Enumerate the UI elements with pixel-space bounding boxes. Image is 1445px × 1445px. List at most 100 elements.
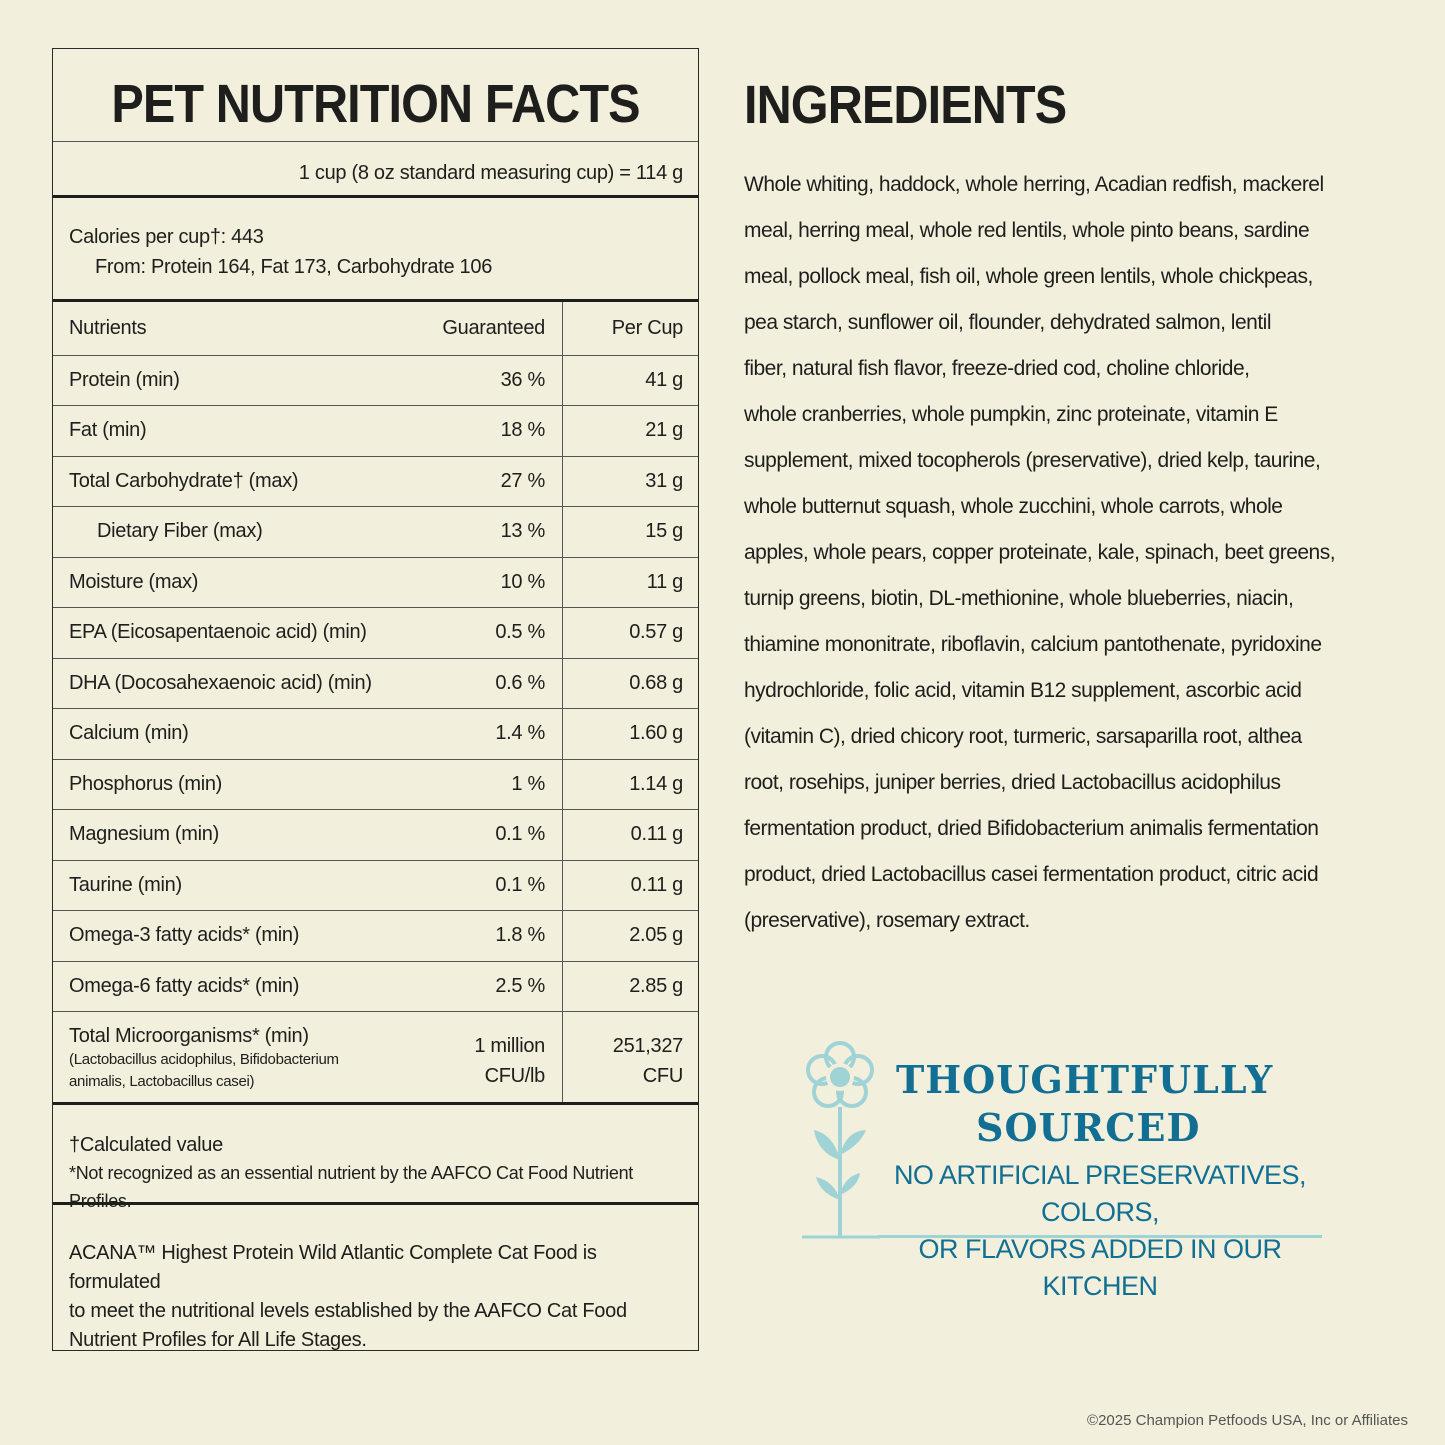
table-row: Taurine (min) 0.1 % 0.11 g (53, 860, 698, 911)
per-cup-value: 15 g (645, 520, 683, 542)
nutrient-name: Omega-3 fatty acids* (min) (69, 924, 300, 946)
aafco-statement: ACANA™ Highest Protein Wild Atlantic Com… (53, 1205, 698, 1355)
micro-sub: (Lactobacillus acidophilus, Bifidobacter… (69, 1051, 339, 1068)
guaranteed-value: 0.1 % (495, 873, 545, 896)
nutrient-name: Magnesium (min) (69, 823, 219, 845)
nutrient-name: Moisture (max) (69, 570, 199, 593)
footnote-calculated: †Calculated value (69, 1134, 223, 1156)
copyright: ©2025 Champion Petfoods USA, Inc or Affi… (1087, 1412, 1408, 1429)
guaranteed-value: 2.5 % (495, 974, 545, 997)
guaranteed-value: 18 % (500, 419, 546, 441)
statement-line: to meet the nutritional levels establish… (69, 1300, 627, 1322)
ingredients-line: (vitamin C), dried chicory root, turmeri… (744, 725, 1302, 748)
per-cup-value: 21 g (645, 419, 683, 441)
ingredients-title: INGREDIENTS (744, 75, 1067, 135)
per-cup-value: 41 g (645, 368, 683, 391)
nutrient-name: Nutrients (69, 317, 147, 339)
ingredients-line: fiber, natural fish flavor, freeze-dried… (744, 357, 1250, 380)
per-cup-value: 0.68 g (629, 671, 683, 694)
calories-per-cup: Calories per cup†: 443 (69, 226, 264, 248)
per-cup-value: 2.85 g (629, 974, 683, 997)
nutrient-name: EPA (Eicosapentaenoic acid) (min) (69, 621, 367, 643)
ingredients-line: whole butternut squash, whole zucchini, … (744, 495, 1283, 518)
table-row: Omega-6 fatty acids* (min) 2.5 % 2.85 g (53, 961, 698, 1012)
nutrient-name: Protein (min) (69, 368, 180, 391)
footnotes: †Calculated value *Not recognized as an … (53, 1105, 698, 1211)
per-cup-value: 0.11 g (630, 873, 684, 896)
guaranteed-value: 1.4 % (495, 722, 545, 744)
per-cup-value: Per Cup (611, 317, 684, 339)
nutrition-title: PET NUTRITION FACTS (53, 49, 698, 142)
per-cup-value: 1.60 g (629, 722, 683, 744)
per-cup-value: 31 g (645, 469, 683, 492)
nutrient-name: Phosphorus (min) (69, 772, 223, 795)
statement-line: ACANA™ Highest Protein Wild Atlantic Com… (69, 1242, 597, 1293)
guaranteed-value: 0.6 % (495, 671, 545, 694)
nutrient-name: Fat (min) (69, 419, 147, 441)
ingredients-line: whole cranberries, whole pumpkin, zinc p… (744, 403, 1278, 426)
nutrient-table: Nutrients Guaranteed Per Cup Protein (min) 3… (53, 302, 698, 1105)
table-row: Calcium (min) 1.4 % 1.60 g (53, 708, 698, 760)
per-cup-value: 0.11 g (630, 823, 684, 845)
ingredients-line: apples, whole pears, copper proteinate, … (744, 541, 1336, 564)
table-row: Dietary Fiber (max) 13 % 15 g (53, 506, 698, 558)
ingredients-line: meal, herring meal, whole red lentils, w… (744, 219, 1310, 242)
statement-line: Nutrient Profiles for All Life Stages. (69, 1329, 367, 1351)
guaranteed-value: 36 % (500, 368, 546, 391)
ingredients-line: meal, pollock meal, fish oil, whole gree… (744, 265, 1313, 288)
nutrition-facts-panel: PET NUTRITION FACTS 1 cup (8 oz standard… (52, 48, 699, 1351)
nutrient-name: Calcium (min) (69, 722, 189, 744)
table-row-microorganisms: Total Microorganisms* (min) (Lactobacillu… (53, 1011, 698, 1102)
guaranteed-value: 10 % (500, 570, 546, 593)
table-header: Nutrients Guaranteed Per Cup (53, 302, 698, 356)
guaranteed-value: 1 % (511, 772, 545, 795)
per-cup-value: 2.05 g (629, 924, 683, 946)
guaranteed-value: 0.5 % (495, 621, 545, 643)
serving-size: 1 cup (8 oz standard measuring cup) = 11… (53, 142, 698, 198)
guaranteed-value: 0.1 % (495, 823, 545, 845)
table-row: Protein (min) 36 % 41 g (53, 355, 698, 406)
table-row: Fat (min) 18 % 21 g (53, 405, 698, 457)
guaranteed-value: 27 % (500, 469, 546, 492)
ingredients-line: fermentation product, dried Bifidobacter… (744, 817, 1319, 840)
badge-underline (878, 1235, 1322, 1238)
ingredients-line: pea starch, sunflower oil, flounder, deh… (744, 311, 1272, 334)
nutrient-name: Total Carbohydrate† (max) (69, 469, 299, 492)
table-row: Phosphorus (min) 1 % 1.14 g (53, 759, 698, 810)
guaranteed-value: Guaranteed (442, 317, 545, 339)
ingredients-line: turnip greens, biotin, DL-methionine, wh… (744, 587, 1294, 610)
table-row: Moisture (max) 10 % 11 g (53, 557, 698, 608)
column-divider (562, 302, 563, 1102)
per-cup-value: 11 g (646, 570, 684, 593)
badge-subtext: NO ARTIFICIAL PRESERVATIVES, COLORS, OR … (880, 1157, 1320, 1305)
table-row: Total Carbohydrate† (max) 27 % 31 g (53, 456, 698, 507)
ingredients-line: root, rosehips, juniper berries, dried L… (744, 771, 1281, 794)
badge-heading-1: THOUGHTFULLY (896, 1057, 1274, 1102)
table-row: DHA (Docosahexaenoic acid) (min) 0.6 % 0.6… (53, 658, 698, 709)
ingredients-list: Whole whiting, haddock, whole herring, A… (744, 162, 1336, 944)
micro-name: Total Microorganisms* (min) (69, 1025, 309, 1047)
ingredients-line: hydrochloride, folic acid, vitamin B12 s… (744, 679, 1302, 702)
table-row: Magnesium (min) 0.1 % 0.11 g (53, 809, 698, 861)
ingredients-line: supplement, mixed tocopherols (preservat… (744, 449, 1321, 472)
nutrient-name: DHA (Docosahexaenoic acid) (min) (69, 671, 372, 694)
micro-sub: animalis, Lactobacillus casei) (69, 1073, 255, 1090)
thoughtfully-sourced-badge: THOUGHTFULLY SOURCED NO ARTIFICIAL PRESE… (800, 1035, 1322, 1301)
table-row: EPA (Eicosapentaenoic acid) (min) 0.5 % 0.… (53, 607, 698, 659)
footnote-aafco: *Not recognized as an essential nutrient… (69, 1163, 634, 1211)
table-row: Omega-3 fatty acids* (min) 1.8 % 2.05 g (53, 910, 698, 962)
ingredients-line: (preservative), rosemary extract. (744, 909, 1030, 932)
calories-section: Calories per cup†: 443 From: Protein 164… (53, 198, 698, 302)
calories-from: From: Protein 164, Fat 173, Carbohydrate… (95, 256, 493, 278)
per-cup-value: 0.57 g (629, 621, 683, 643)
ingredients-line: thiamine mononitrate, riboflavin, calciu… (744, 633, 1322, 656)
ingredients-line: Whole whiting, haddock, whole herring, A… (744, 173, 1324, 196)
nutrient-name: Dietary Fiber (max) (97, 520, 263, 542)
per-cup-value: 251,327 CFU (612, 1035, 684, 1087)
badge-subtext-line: NO ARTIFICIAL PRESERVATIVES, COLORS, (893, 1160, 1307, 1227)
guaranteed-value: 1 million CFU/lb (474, 1035, 545, 1087)
ingredients-line: product, dried Lactobacillus casei ferme… (744, 863, 1319, 886)
nutrient-name: Taurine (min) (69, 873, 182, 896)
badge-heading-2: SOURCED (976, 1105, 1201, 1150)
flower-icon (802, 1041, 880, 1239)
